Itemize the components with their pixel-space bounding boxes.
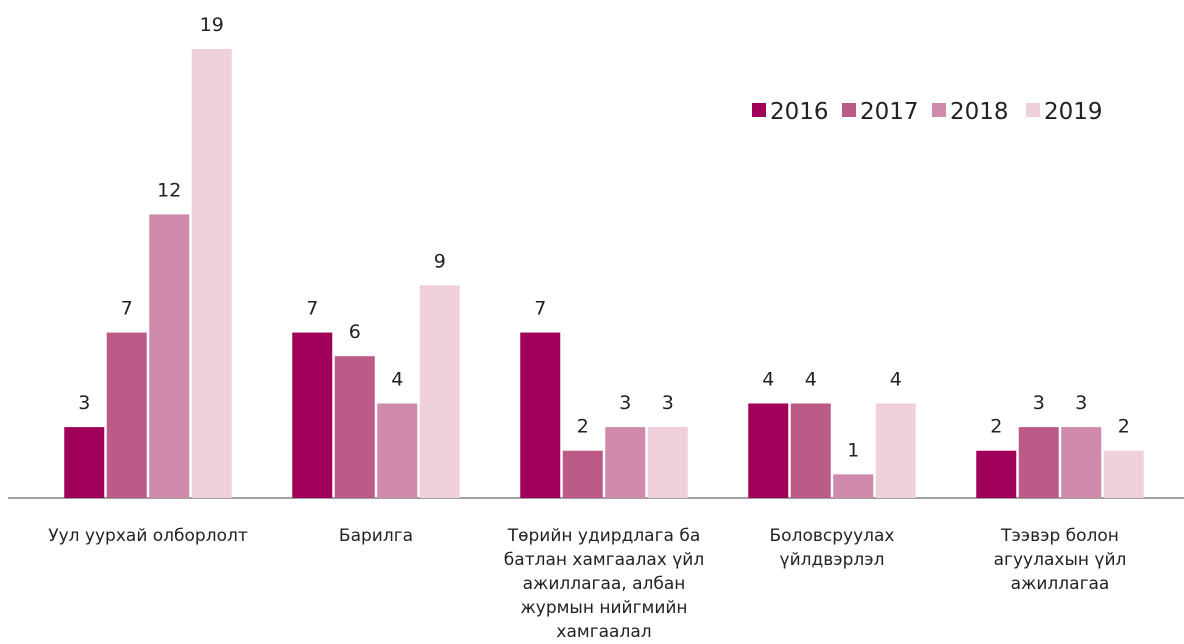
- legend-swatch: [932, 103, 946, 117]
- bar: [191, 49, 232, 498]
- value-label: 3: [662, 392, 674, 414]
- value-label: 4: [391, 368, 403, 390]
- value-label: 3: [78, 392, 90, 414]
- bar: [833, 474, 874, 498]
- x-tick-label: Уул уурхай олборлолт: [48, 526, 248, 546]
- value-label: 3: [1075, 392, 1087, 414]
- legend-label: 2017: [860, 99, 919, 125]
- value-label: 4: [890, 368, 902, 390]
- x-tick-label: Тээвэр болон агуулахын үйл ажиллагаа: [993, 526, 1127, 594]
- value-label: 6: [349, 321, 361, 343]
- bar: [64, 427, 105, 498]
- value-label: 7: [534, 298, 546, 320]
- value-label: 2: [990, 416, 1002, 438]
- bar: [875, 403, 916, 498]
- bar: [520, 332, 561, 498]
- bar: [748, 403, 789, 498]
- bar: [1061, 427, 1102, 498]
- bar: [1018, 427, 1059, 498]
- bar: [976, 450, 1017, 498]
- bar: [605, 427, 646, 498]
- x-tick-label: Төрийн удирдлага ба батлан хамгаалах үйл…: [503, 526, 705, 642]
- value-label: 9: [434, 250, 446, 272]
- bar: [647, 427, 688, 498]
- bar: [292, 332, 333, 498]
- x-tick-label: Боловсруулах үйлдвэрлэл: [769, 526, 895, 570]
- legend-swatch: [1026, 103, 1040, 117]
- value-label: 4: [805, 368, 817, 390]
- bar: [1103, 450, 1144, 498]
- legend-swatch: [842, 103, 856, 117]
- legend-label: 2018: [950, 99, 1009, 125]
- bar: [149, 214, 190, 498]
- value-label: 7: [306, 298, 318, 320]
- value-label: 4: [762, 368, 774, 390]
- value-label: 12: [157, 179, 181, 201]
- bar: [562, 450, 603, 498]
- x-tick-label: Барилга: [338, 526, 414, 546]
- bar: [377, 403, 418, 498]
- value-label: 7: [121, 298, 133, 320]
- value-label: 2: [1118, 416, 1130, 438]
- legend-swatch: [752, 103, 766, 117]
- bar: [419, 285, 460, 498]
- value-label: 3: [1033, 392, 1045, 414]
- value-label: 1: [847, 439, 859, 461]
- value-label: 3: [619, 392, 631, 414]
- bar: [106, 332, 147, 498]
- value-label: 19: [200, 14, 224, 36]
- legend-label: 2016: [770, 99, 829, 125]
- bar: [334, 356, 375, 498]
- bar: [790, 403, 831, 498]
- legend-label: 2019: [1044, 99, 1103, 125]
- value-label: 2: [577, 416, 589, 438]
